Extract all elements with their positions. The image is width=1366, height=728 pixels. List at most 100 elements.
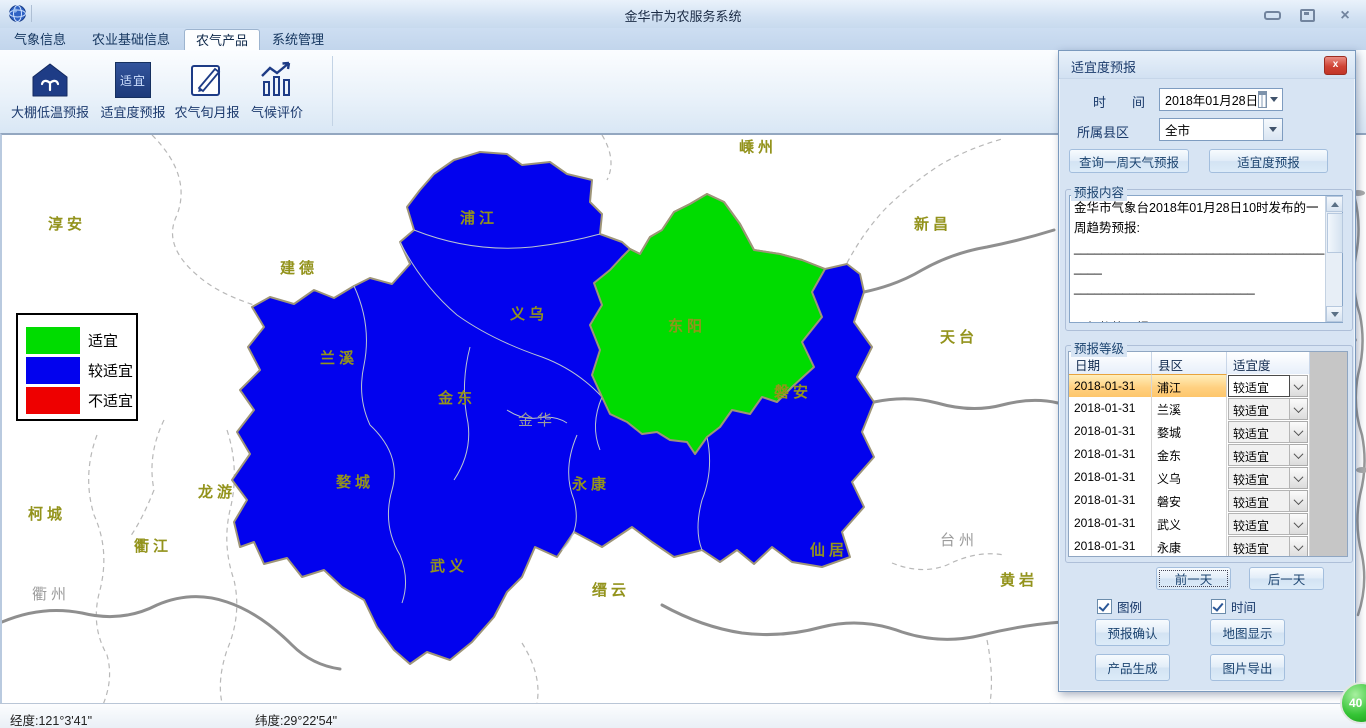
date-cell[interactable]: 2018-01-31 <box>1069 535 1152 556</box>
suitability-dropdown-button[interactable] <box>1290 444 1308 466</box>
table-row[interactable]: 2018-01-31 浦江 较适宜 <box>1069 374 1347 399</box>
forecast-confirm-button[interactable]: 预报确认 <box>1095 619 1170 646</box>
suitability-forecast-dialog: 适宜度预报 x 时 间 2018年01月28日 所属县区 全市 查询一周天气预报… <box>1058 50 1356 692</box>
maximize-button[interactable] <box>1295 8 1319 23</box>
forecast-scrollbar[interactable] <box>1325 196 1343 322</box>
next-day-button[interactable]: 后一天 <box>1249 567 1324 590</box>
scrollbar-thumb[interactable] <box>1327 213 1343 253</box>
suitability-dropdown-button[interactable] <box>1290 421 1308 443</box>
suitability-cell: 较适宜 <box>1227 397 1310 422</box>
dialog-close-button[interactable]: x <box>1324 56 1347 75</box>
previous-day-button[interactable]: 前一天 <box>1156 567 1231 590</box>
district-cell[interactable]: 义乌 <box>1152 466 1227 491</box>
date-dropdown-arrow-icon[interactable] <box>1270 97 1278 102</box>
time-checkbox[interactable]: 时间 <box>1211 597 1256 616</box>
date-cell[interactable]: 2018-01-31 <box>1069 512 1152 537</box>
table-row[interactable]: 2018-01-31 兰溪 较适宜 <box>1069 397 1347 422</box>
boundary-dashed-ne <box>846 138 1003 264</box>
chevron-down-icon <box>1293 448 1304 459</box>
map-label-olive: 金东 <box>438 390 477 407</box>
district-cell[interactable]: 磐安 <box>1152 489 1227 514</box>
map-label-gray: 衢州 <box>32 586 71 603</box>
suitability-select[interactable]: 较适宜 <box>1228 467 1290 489</box>
close-window-button[interactable]: × <box>1333 7 1357 23</box>
tab-agri-weather-products[interactable]: 农气产品 <box>184 29 260 51</box>
legend-label: 适宜 <box>88 332 119 350</box>
map-region-jinhua-less-suitable[interactable] <box>231 151 875 665</box>
chevron-down-icon <box>1269 127 1277 132</box>
date-cell[interactable]: 2018-01-31 <box>1069 489 1152 514</box>
district-cell[interactable]: 金东 <box>1152 443 1227 468</box>
dialog-header[interactable]: 适宜度预报 x <box>1059 51 1355 79</box>
suitability-cell: 较适宜 <box>1227 489 1310 514</box>
suitability-select[interactable]: 较适宜 <box>1228 444 1290 466</box>
maximize-icon <box>1299 9 1315 22</box>
tool-climate-evaluation[interactable]: 气候评价 <box>246 54 308 121</box>
forecast-textarea[interactable]: 金华市气象台2018年01月28日10时发布的一周趋势预报: _________… <box>1069 195 1343 323</box>
boundary-dashed-quzhou-3 <box>129 419 165 538</box>
suitability-select[interactable]: 较适宜 <box>1228 536 1290 556</box>
date-cell[interactable]: 2018-01-31 <box>1069 374 1152 399</box>
table-row[interactable]: 2018-01-31 永康 较适宜 <box>1069 535 1347 556</box>
scroll-up-button[interactable] <box>1326 196 1343 212</box>
map-label-gray: 台州 <box>940 532 979 549</box>
suitability-select[interactable]: 较适宜 <box>1228 490 1290 512</box>
table-row[interactable]: 2018-01-31 武义 较适宜 <box>1069 512 1347 537</box>
district-cell[interactable]: 兰溪 <box>1152 397 1227 422</box>
table-row[interactable]: 2018-01-31 金东 较适宜 <box>1069 443 1347 468</box>
district-cell[interactable]: 永康 <box>1152 535 1227 556</box>
suitability-dropdown-button[interactable] <box>1290 490 1308 512</box>
map-label-olive: 东阳 <box>668 318 707 335</box>
suitability-dropdown-button[interactable] <box>1290 467 1308 489</box>
suitability-select[interactable]: 较适宜 <box>1228 375 1290 397</box>
date-cell[interactable]: 2018-01-31 <box>1069 466 1152 491</box>
district-combobox[interactable]: 全市 <box>1159 118 1283 141</box>
map-display-button[interactable]: 地图显示 <box>1210 619 1285 646</box>
suitability-forecast-button[interactable]: 适宜度预报 <box>1209 149 1328 173</box>
map-region-dongyang-suitable[interactable] <box>589 193 826 455</box>
map-scale-badge[interactable]: 40 <box>1340 682 1366 724</box>
suitability-icon-text: 适宜 <box>115 62 151 98</box>
suitability-select[interactable]: 较适宜 <box>1228 513 1290 535</box>
tool-greenhouse-low-temp-forecast[interactable]: 大棚低温预报 <box>4 54 96 121</box>
table-row[interactable]: 2018-01-31 磐安 较适宜 <box>1069 489 1347 514</box>
tool-label: 农气旬月报 <box>174 105 240 120</box>
date-picker[interactable]: 2018年01月28日 <box>1159 88 1283 111</box>
tab-system-management[interactable]: 系统管理 <box>271 32 324 47</box>
date-cell[interactable]: 2018-01-31 <box>1069 420 1152 445</box>
suitability-dropdown-button[interactable] <box>1290 536 1308 556</box>
boundary-yiwu-south <box>399 241 603 398</box>
district-dropdown-button[interactable] <box>1263 119 1282 140</box>
table-row[interactable]: 2018-01-31 婺城 较适宜 <box>1069 420 1347 445</box>
table-row[interactable]: 2018-01-31 义乌 较适宜 <box>1069 466 1347 491</box>
image-export-button[interactable]: 图片导出 <box>1210 654 1285 681</box>
tab-weather-info[interactable]: 气象信息 <box>13 32 66 47</box>
tab-agri-basic-info[interactable]: 农业基础信息 <box>91 32 170 47</box>
map-label-olive: 磐安 <box>774 384 813 401</box>
tool-suitability-forecast[interactable]: 适宜 适宜度预报 <box>98 54 168 121</box>
date-cell[interactable]: 2018-01-31 <box>1069 397 1152 422</box>
suitability-dropdown-button[interactable] <box>1290 398 1308 420</box>
district-cell[interactable]: 浦江 <box>1152 374 1227 399</box>
column-header[interactable]: 适宜度 <box>1227 352 1310 375</box>
suitability-dropdown-button[interactable] <box>1290 375 1308 397</box>
query-week-weather-button[interactable]: 查询一周天气预报 <box>1069 149 1189 173</box>
scroll-down-button[interactable] <box>1326 306 1343 322</box>
suitability-select[interactable]: 较适宜 <box>1228 421 1290 443</box>
suitability-dropdown-button[interactable] <box>1290 513 1308 535</box>
product-generate-button[interactable]: 产品生成 <box>1095 654 1170 681</box>
district-cell[interactable]: 婺城 <box>1152 420 1227 445</box>
legend-checkbox[interactable]: 图例 <box>1097 597 1142 616</box>
date-cell[interactable]: 2018-01-31 <box>1069 443 1152 468</box>
map-label-olive: 建德 <box>280 260 319 277</box>
forecast-grade-group-label: 预报等级 <box>1071 338 1128 357</box>
boundary-thick-sw <box>2 595 342 671</box>
minimize-icon <box>1263 11 1281 20</box>
minimize-button[interactable] <box>1260 8 1284 23</box>
tool-agri-weather-monthly-report[interactable]: 农气旬月报 <box>172 54 242 121</box>
suitability-select[interactable]: 较适宜 <box>1228 398 1290 420</box>
column-header[interactable]: 县区 <box>1152 352 1227 375</box>
legend-swatch <box>26 386 80 414</box>
district-cell[interactable]: 武义 <box>1152 512 1227 537</box>
